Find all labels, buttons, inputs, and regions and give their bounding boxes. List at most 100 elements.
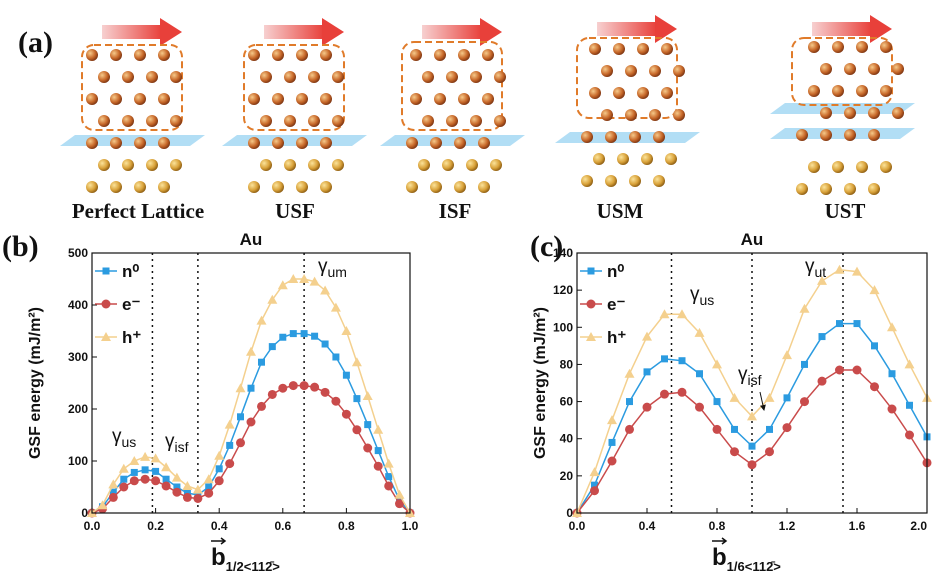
atom: [422, 115, 434, 127]
marker: [236, 383, 246, 392]
atom: [320, 137, 332, 149]
lattice-caption: Perfect Lattice: [72, 199, 204, 223]
atom: [406, 137, 418, 149]
atom: [98, 71, 110, 83]
atom: [796, 129, 808, 141]
marker: [695, 403, 704, 412]
atom: [593, 153, 605, 165]
annotation-symbol: γ: [165, 431, 175, 452]
marker: [783, 423, 792, 432]
y-tick-label: 300: [68, 350, 88, 364]
marker: [342, 410, 351, 419]
atom: [308, 71, 320, 83]
x-axis-label: b1/6<112̄>: [712, 544, 781, 571]
x-tick-label: 2.0: [910, 519, 927, 533]
atom: [86, 49, 98, 61]
marker: [343, 372, 350, 379]
x-tick-label: 0.8: [709, 519, 726, 533]
atom: [410, 93, 422, 105]
series-line: [92, 279, 410, 513]
atom: [844, 107, 856, 119]
annotation-symbol: γ: [112, 426, 122, 447]
slip-arrow: [422, 25, 482, 39]
atom: [820, 107, 832, 119]
marker: [278, 280, 288, 289]
marker: [678, 388, 687, 397]
marker: [643, 403, 652, 412]
atom: [296, 49, 308, 61]
marker: [352, 357, 362, 366]
lattice-caption: UST: [825, 199, 866, 223]
slip-plane: [380, 135, 525, 146]
marker: [321, 388, 330, 397]
atom: [880, 161, 892, 173]
atom: [832, 41, 844, 53]
x-tick-label: 0.4: [639, 519, 656, 533]
marker: [626, 398, 633, 405]
atom: [308, 159, 320, 171]
atom: [494, 115, 506, 127]
marker: [363, 391, 373, 400]
marker: [819, 333, 826, 340]
marker: [363, 444, 372, 453]
y-tick-label: 100: [68, 454, 88, 468]
atom: [454, 181, 466, 193]
marker: [268, 390, 277, 399]
atom: [820, 63, 832, 75]
marker: [172, 488, 181, 497]
atom: [458, 93, 470, 105]
marker: [784, 394, 791, 401]
atom: [892, 107, 904, 119]
atom: [673, 65, 685, 77]
atom: [490, 159, 502, 171]
atom: [808, 41, 820, 53]
x-axis-label: b1/2<112̄>: [211, 544, 280, 571]
atom: [653, 175, 665, 187]
atom: [589, 87, 601, 99]
atom: [170, 159, 182, 171]
marker: [712, 359, 722, 368]
lattice-caption: USM: [597, 199, 644, 223]
legend-marker: [587, 300, 596, 309]
marker: [193, 494, 202, 503]
y-tick-label: 60: [560, 395, 574, 409]
marker: [215, 476, 224, 485]
marker: [375, 447, 382, 454]
atom: [98, 159, 110, 171]
atom: [617, 153, 629, 165]
x-tick-label: 1.2: [779, 519, 796, 533]
marker: [119, 464, 129, 473]
panel-label: (a): [18, 26, 53, 59]
marker: [853, 366, 862, 375]
atom: [832, 85, 844, 97]
legend-label: e⁻: [122, 295, 140, 314]
marker: [730, 447, 739, 456]
marker: [130, 476, 139, 485]
marker: [384, 459, 394, 468]
marker: [119, 483, 128, 492]
atom: [482, 93, 494, 105]
annotation-subscript: isf: [175, 439, 189, 455]
atom: [442, 159, 454, 171]
legend-label: h⁺: [122, 328, 141, 347]
marker: [278, 384, 287, 393]
legend-marker: [588, 268, 595, 275]
marker: [204, 489, 213, 498]
marker: [714, 398, 721, 405]
marker: [905, 359, 915, 368]
atom: [284, 115, 296, 127]
atom: [284, 71, 296, 83]
marker: [887, 322, 897, 331]
atom: [272, 93, 284, 105]
plot-frame: [92, 253, 410, 513]
marker: [836, 320, 843, 327]
marker: [151, 476, 160, 485]
atom: [605, 131, 617, 143]
x-tick-label: 0.6: [274, 519, 291, 533]
atom: [820, 183, 832, 195]
x-tick-label: 1.6: [849, 519, 866, 533]
annotation-subscript: um: [328, 264, 347, 280]
atom: [110, 93, 122, 105]
marker: [225, 459, 234, 468]
marker: [352, 425, 361, 434]
